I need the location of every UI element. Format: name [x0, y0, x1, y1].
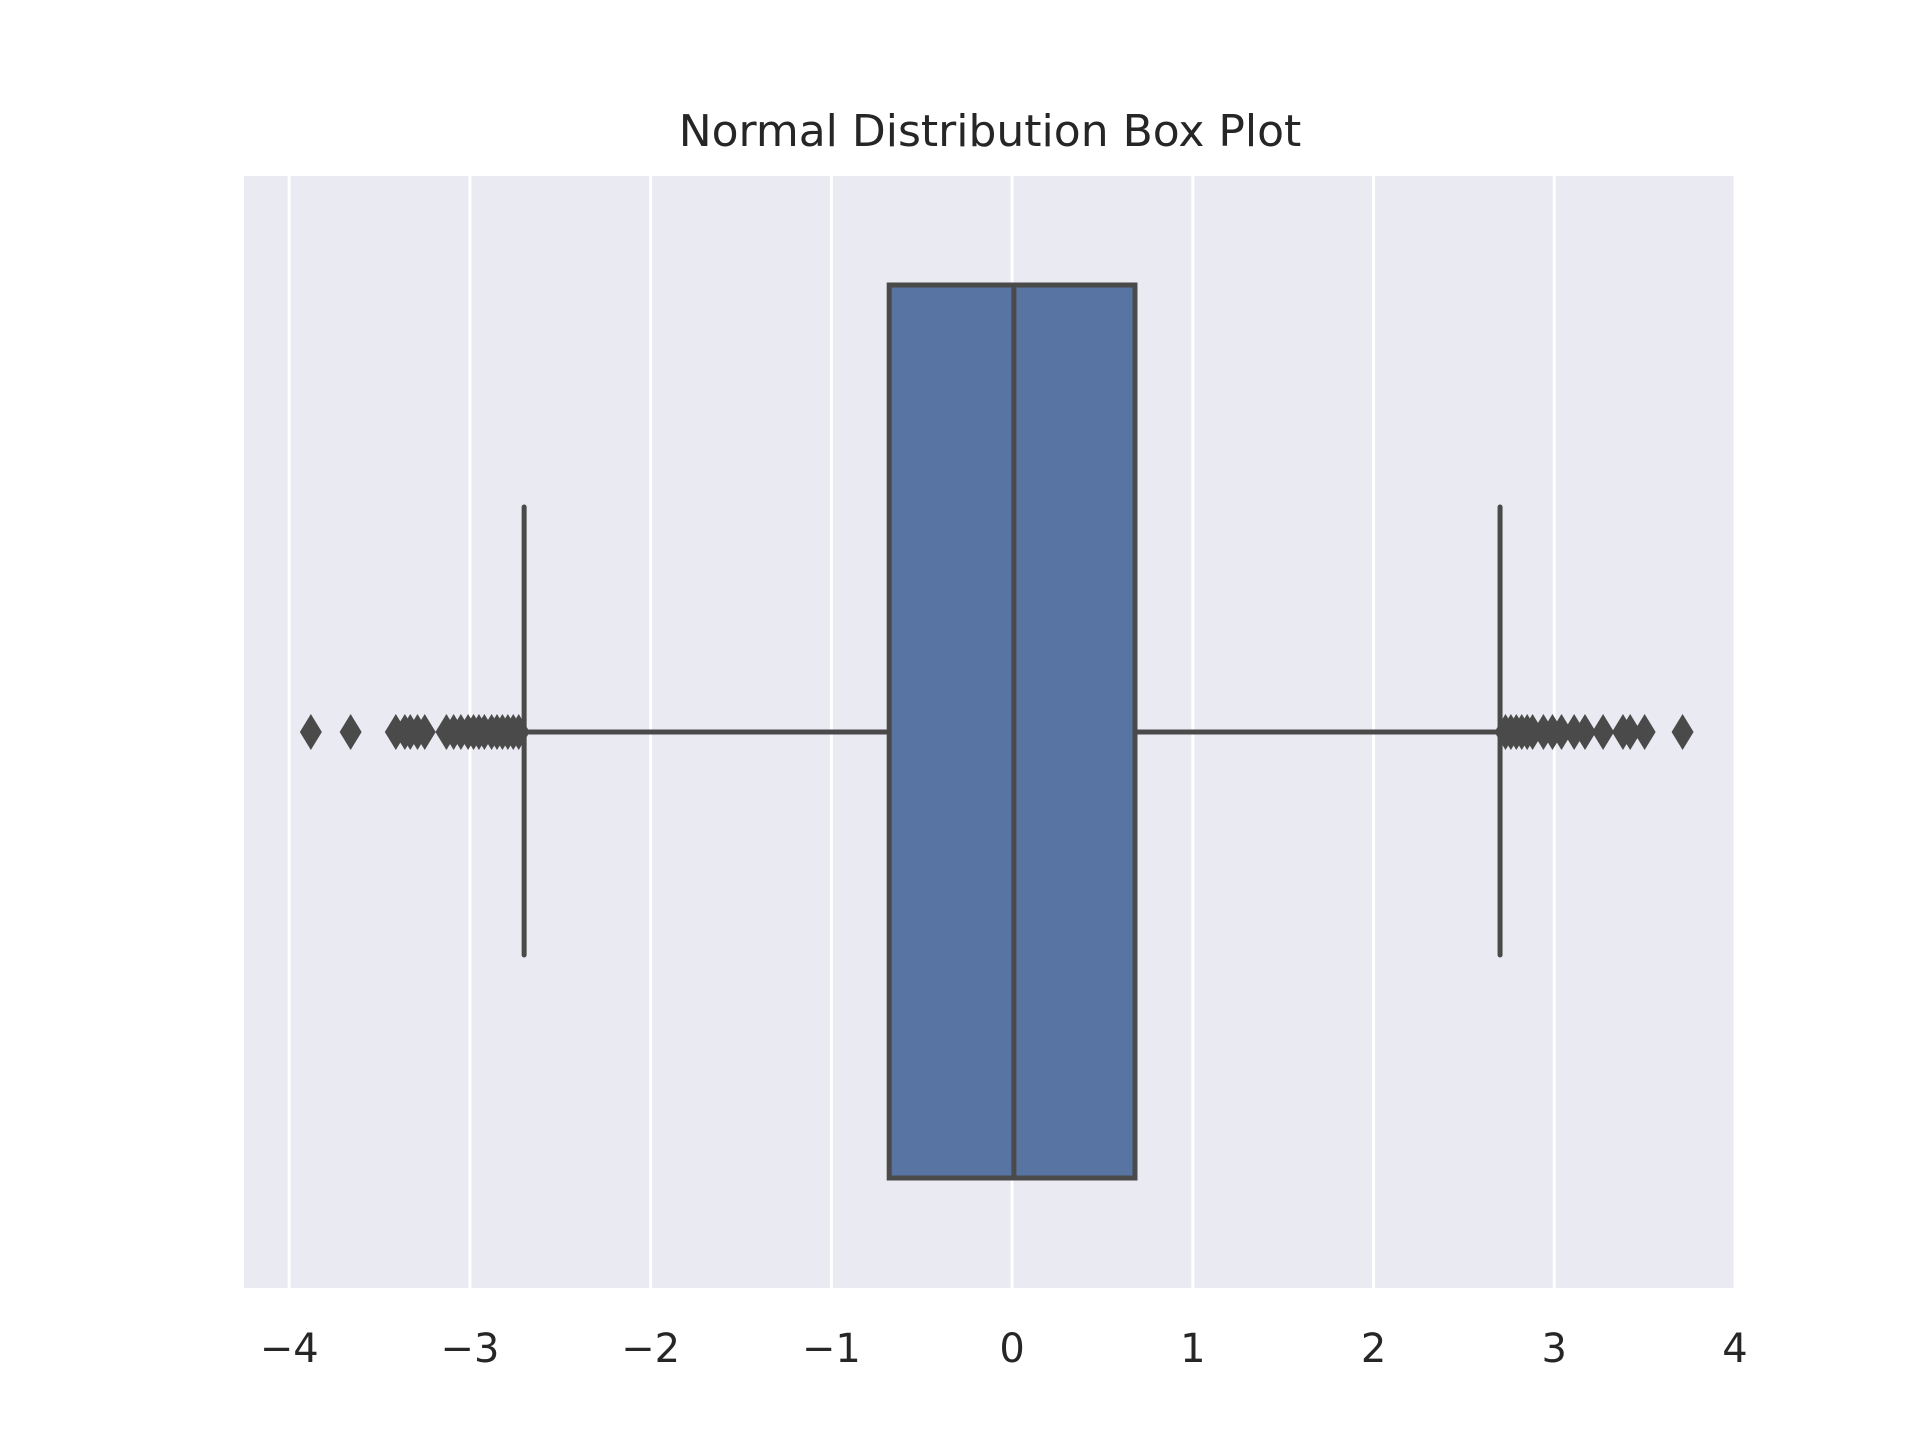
outlier-points: [299, 714, 1694, 750]
outlier-point: [413, 714, 436, 750]
x-tick-label: −1: [802, 1326, 861, 1372]
outlier-point: [1619, 714, 1642, 750]
x-axis-tick-labels: −4 −3 −2 −1 0 1 2 3 4: [260, 1326, 1748, 1372]
x-tick-label: −2: [621, 1326, 680, 1372]
outlier-point: [507, 714, 530, 750]
x-tick-label: 3: [1542, 1326, 1567, 1372]
x-tick-label: 4: [1722, 1326, 1747, 1372]
x-tick-label: 2: [1361, 1326, 1386, 1372]
outlier-point: [1592, 714, 1615, 750]
x-tick-label: 0: [999, 1326, 1024, 1372]
outlier-point: [1671, 714, 1694, 750]
x-tick-label: 1: [1180, 1326, 1205, 1372]
chart-title: Normal Distribution Box Plot: [679, 106, 1302, 157]
outlier-point: [1550, 714, 1573, 750]
outlier-point: [1573, 714, 1596, 750]
outlier-point: [299, 714, 322, 750]
x-tick-label: −4: [260, 1326, 319, 1372]
x-tick-label: −3: [440, 1326, 499, 1372]
box-plot-series: [521, 282, 1503, 1181]
outlier-point: [339, 714, 362, 750]
outlier-point: [1633, 714, 1656, 750]
